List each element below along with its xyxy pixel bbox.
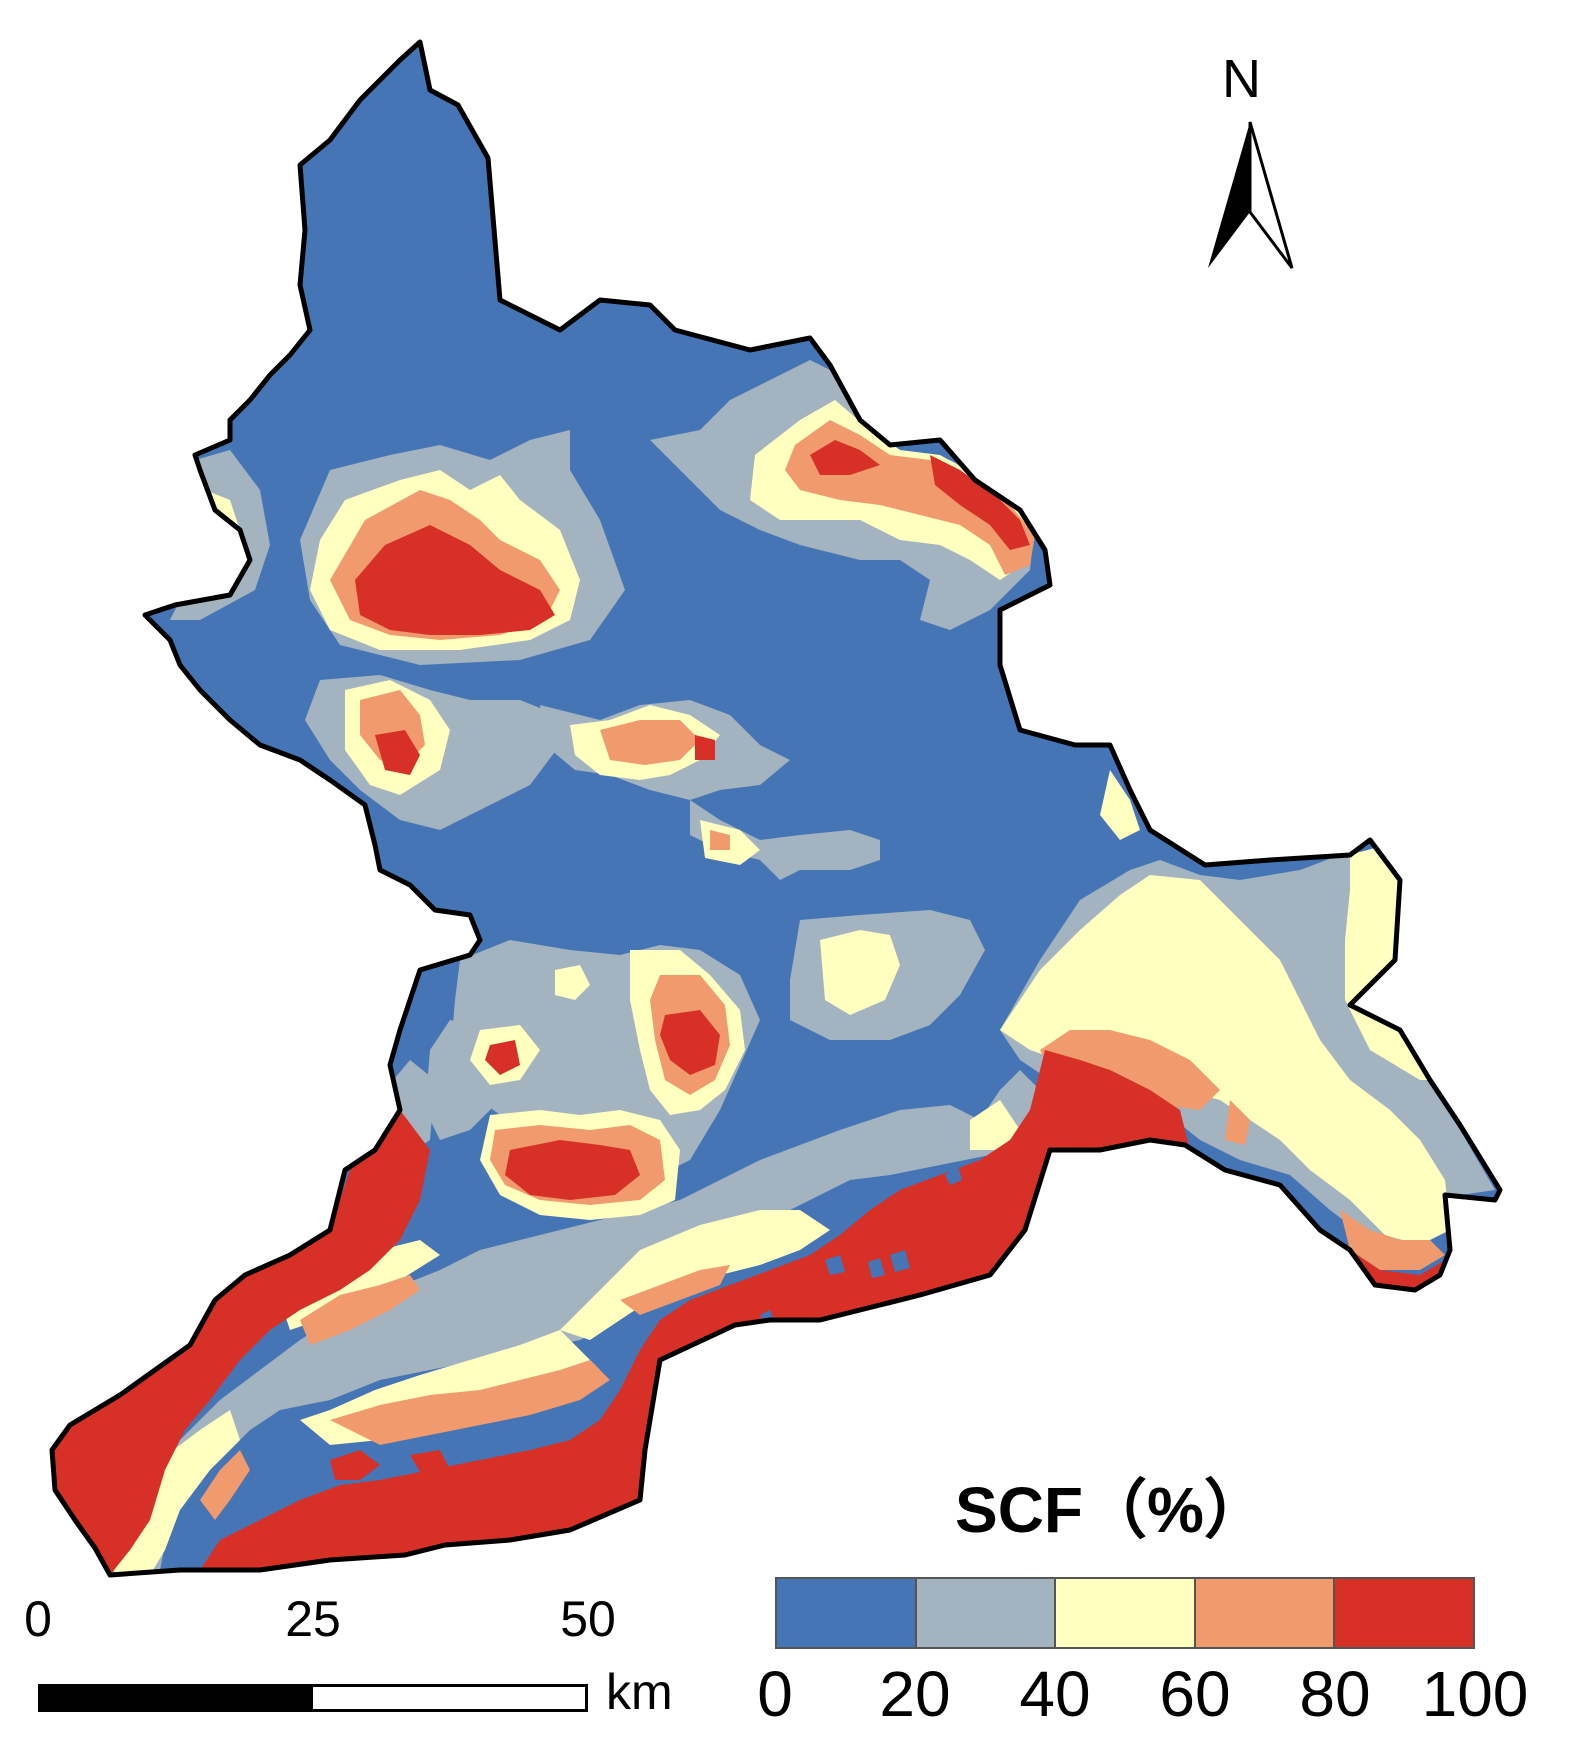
legend-color-bar bbox=[775, 1577, 1475, 1649]
legend-swatch-3 bbox=[1193, 1579, 1334, 1647]
scale-bar-tick-label: 25 bbox=[285, 1591, 341, 1647]
scale-bar bbox=[38, 1684, 588, 1712]
scale-bar-white-segment bbox=[313, 1687, 585, 1709]
legend-tick-label: 60 bbox=[1159, 1658, 1231, 1730]
scale-bar-tick-label: 50 bbox=[560, 1591, 616, 1647]
legend-tick-label: 0 bbox=[757, 1658, 793, 1730]
scale-bar-unit: km bbox=[606, 1664, 673, 1720]
legend-swatch-4 bbox=[1333, 1579, 1473, 1647]
north-label: N bbox=[1222, 49, 1261, 109]
class-20-40-areas bbox=[110, 360, 1495, 1575]
north-arrow-icon bbox=[1208, 121, 1294, 269]
scale-bar-black-segment bbox=[41, 1687, 313, 1709]
legend-swatch-2 bbox=[1054, 1579, 1194, 1647]
legend-tick-label: 80 bbox=[1299, 1658, 1371, 1730]
legend-title: SCF（%） bbox=[955, 1474, 1268, 1546]
legend-tick-label: 20 bbox=[879, 1658, 951, 1730]
legend-tick-label: 40 bbox=[1019, 1658, 1091, 1730]
class-0-20-spots bbox=[470, 898, 962, 1325]
scale-bar-tick-label: 0 bbox=[24, 1591, 52, 1647]
legend-tick-label: 100 bbox=[1421, 1658, 1529, 1730]
legend-swatch-1 bbox=[914, 1579, 1055, 1647]
legend-swatch-0 bbox=[777, 1579, 915, 1647]
class-80-100-areas bbox=[52, 440, 1445, 1575]
